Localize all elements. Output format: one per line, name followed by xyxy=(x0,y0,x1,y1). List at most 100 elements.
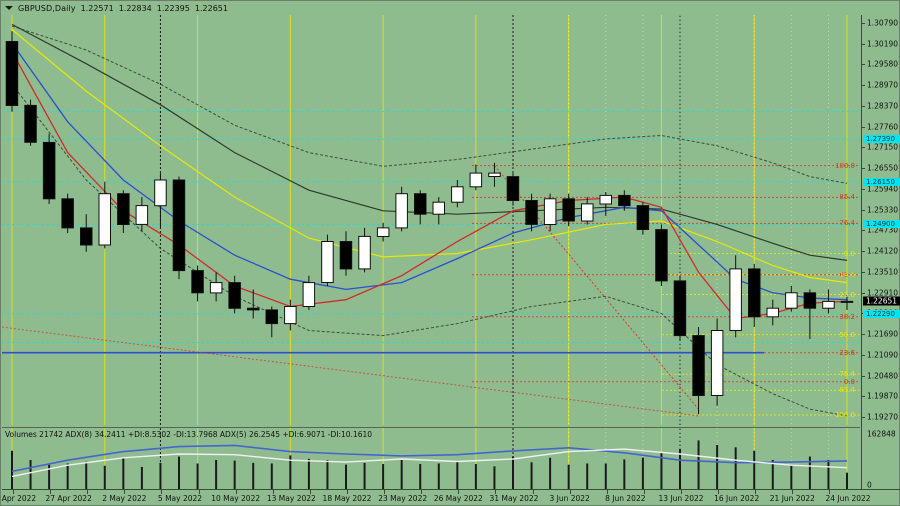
price-axis-label: 1.28970 xyxy=(867,80,899,90)
price-axis-tick xyxy=(862,230,865,232)
fib-level-label: 0.0 xyxy=(843,249,855,258)
price-axis-label: 1.19270 xyxy=(867,412,899,422)
price-axis-tick xyxy=(862,147,865,149)
price-axis-label: 1.25940 xyxy=(867,184,899,194)
date-axis-label: 13 May 2022 xyxy=(266,494,316,503)
price-axis-label: 1.27150 xyxy=(867,142,899,152)
price-axis-tick xyxy=(862,85,865,87)
date-axis-label: 22 Apr 2022 xyxy=(0,494,37,503)
date-axis-tick xyxy=(235,490,237,494)
current-price-tag: 1.22651 xyxy=(863,296,900,306)
indicator-readout: Volumes 21742 ADX(8) 34.2411 +DI:8.5302 … xyxy=(5,430,373,439)
price-axis-tick xyxy=(862,64,865,66)
price-axis-label: 1.21090 xyxy=(867,350,899,360)
indicator-canvas xyxy=(11,428,848,490)
date-axis-label: 2 May 2022 xyxy=(102,494,147,503)
date-axis-tick xyxy=(829,490,831,494)
date-axis-tick xyxy=(272,490,274,494)
fib-level-label: 76.4 xyxy=(839,219,855,228)
fib-level-label: 100.0 xyxy=(834,161,855,170)
price-level-highlight: 1.22290 xyxy=(863,309,900,318)
ohlc-low: 1.22395 xyxy=(156,3,190,13)
date-axis-label: 27 Apr 2022 xyxy=(45,494,92,503)
date-axis-tick xyxy=(755,490,757,494)
price-axis-tick xyxy=(862,334,865,336)
price-axis-label: 1.25330 xyxy=(867,205,899,215)
price-axis-tick xyxy=(862,168,865,169)
date-axis-tick xyxy=(643,490,645,494)
date-axis-tick xyxy=(50,490,52,494)
fib-level-label: 76.4 xyxy=(839,370,855,379)
price-level-highlight: 1.27390 xyxy=(863,135,900,144)
ohlc-open: 1.22571 xyxy=(80,3,114,13)
price-axis-label: 1.19870 xyxy=(867,391,899,401)
price-axis-label: 1.22910 xyxy=(867,288,899,297)
price-axis-tick xyxy=(862,292,865,294)
date-axis-tick xyxy=(198,490,200,494)
date-axis-label: 5 May 2022 xyxy=(157,494,203,503)
price-axis-tick xyxy=(862,105,865,107)
price-axis-label: 1.29580 xyxy=(867,59,899,69)
volume-scale-min: 0 xyxy=(867,480,872,490)
price-axis-label: 1.23510 xyxy=(867,267,899,277)
fib-level-label: 50.0 xyxy=(839,330,855,339)
date-axis-label: 8 Jun 2022 xyxy=(605,494,646,503)
price-axis-tick xyxy=(862,417,865,418)
price-level-highlight: 1.26150 xyxy=(863,177,900,186)
price-axis-label: 1.27760 xyxy=(867,122,899,132)
date-axis-label: 13 Jun 2022 xyxy=(658,494,704,503)
date-axis-label: 23 May 2022 xyxy=(378,494,428,503)
date-axis-label: 21 Jun 2022 xyxy=(769,494,815,503)
fib-level-label: 100.0 xyxy=(834,410,855,419)
ohlc-close: 1.22651 xyxy=(194,3,228,13)
date-axis-tick xyxy=(384,490,386,494)
fib-level-label: 14.6 xyxy=(839,270,855,279)
price-axis-label: 1.26550 xyxy=(867,163,899,173)
price-axis-tick xyxy=(862,23,865,24)
price-axis-tick xyxy=(862,126,865,128)
date-axis[interactable]: 22 Apr 2022 27 Apr 2022 2 May 2022 5 May 20… xyxy=(0,489,900,506)
price-axis-tick xyxy=(862,396,865,398)
price-chart-pane[interactable] xyxy=(2,15,860,425)
date-axis-label: 18 May 2022 xyxy=(322,494,372,503)
volume-scale-max: 162848 xyxy=(867,429,896,439)
date-axis-tick xyxy=(13,490,14,494)
price-axis-label: 1.24120 xyxy=(867,246,899,256)
price-axis-tick xyxy=(862,375,865,377)
price-level-highlight: 1.24900 xyxy=(863,220,900,229)
price-axis-label: 1.24730 xyxy=(867,225,899,235)
date-axis-tick xyxy=(495,490,497,494)
price-axis-tick xyxy=(862,43,865,45)
date-axis-tick xyxy=(87,490,89,494)
price-axis-label: 1.28370 xyxy=(867,101,899,111)
chart-header: GBPUSD,Daily 1.22571 1.22834 1.22395 1.2… xyxy=(1,1,900,15)
price-axis-tick xyxy=(862,209,865,211)
date-axis-tick xyxy=(309,490,311,494)
date-axis-tick xyxy=(569,490,571,494)
price-chart-canvas xyxy=(2,15,860,425)
date-axis-tick xyxy=(124,490,126,494)
price-axis-tick xyxy=(862,271,865,273)
fib-level-label: 85.4 xyxy=(839,386,855,395)
date-axis-label: 24 Jun 2022 xyxy=(825,494,871,503)
fib-level-label: 23.0 xyxy=(839,290,855,299)
price-axis-tick xyxy=(862,251,865,253)
date-axis-tick xyxy=(718,490,720,494)
date-axis-label: 16 Jun 2022 xyxy=(714,494,760,503)
fib-level-label: 23.6 xyxy=(839,348,855,357)
date-axis-label: 26 May 2022 xyxy=(433,494,483,503)
price-axis[interactable]: 1.30790 1.30190 1.29580 1.28970 1.28370 1.277… xyxy=(861,15,900,490)
date-axis-label: 31 May 2022 xyxy=(489,494,539,503)
fib-level-label: 85.4 xyxy=(839,193,855,202)
ohlc-high: 1.22834 xyxy=(118,3,152,13)
triangle-marker-icon[interactable] xyxy=(5,4,13,12)
indicator-pane[interactable] xyxy=(2,427,860,490)
fib-level-label: 61.8 xyxy=(839,270,855,279)
date-axis-label: 3 Jun 2022 xyxy=(549,494,590,503)
date-axis-tick xyxy=(532,490,534,494)
date-axis-tick xyxy=(681,490,682,494)
fib-level-label: 38.2 xyxy=(839,312,855,321)
date-axis-tick xyxy=(347,490,348,494)
date-axis-tick xyxy=(161,490,163,494)
